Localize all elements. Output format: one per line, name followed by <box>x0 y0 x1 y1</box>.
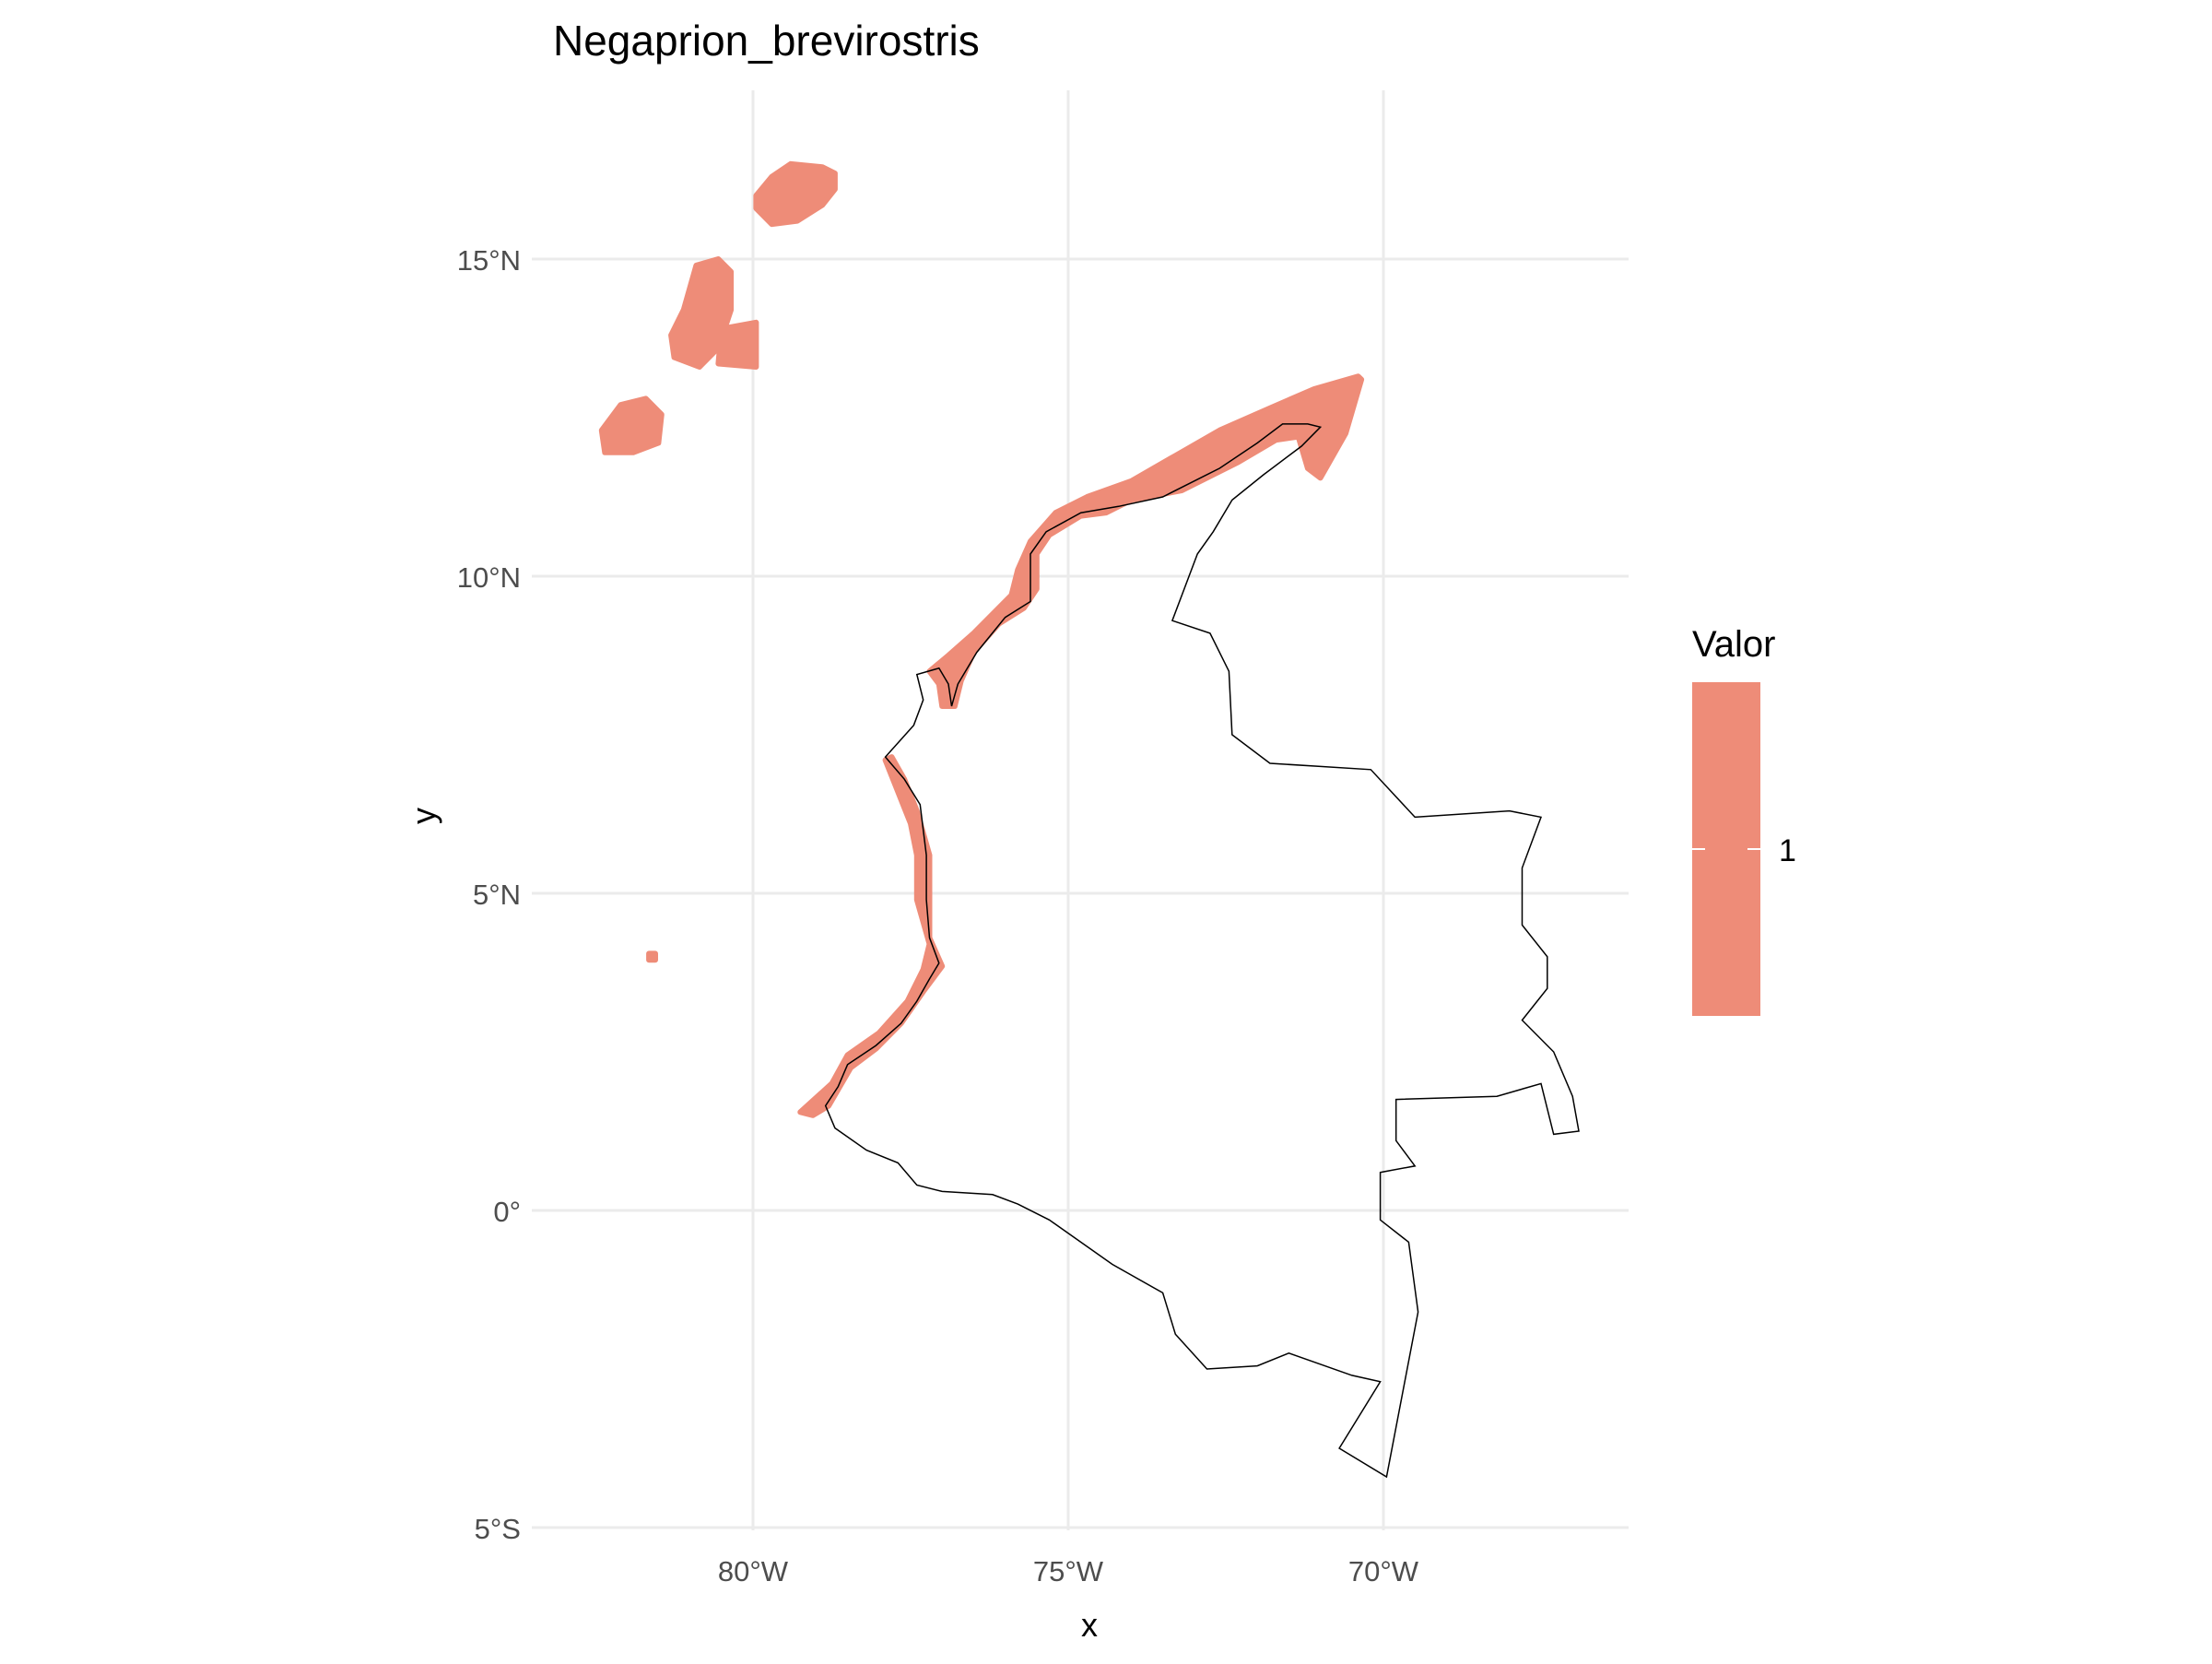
range-region-san-andres-north <box>753 160 838 228</box>
range-region-caribbean-coast <box>926 373 1365 709</box>
x-tick-label-0: 80°W <box>718 1555 789 1587</box>
legend-title: Valor <box>1692 624 1775 665</box>
y-tick-label-1: 10°N <box>457 561 521 594</box>
y-tick-label-3: 0° <box>493 1196 521 1228</box>
range-region-malpelo <box>646 950 658 963</box>
x-tick-label-1: 75°W <box>1033 1555 1104 1587</box>
range-region-pacific-coast <box>797 754 946 1118</box>
x-tick-label-2: 70°W <box>1348 1555 1419 1587</box>
legend-label: 1 <box>1779 833 1796 868</box>
plot-title: Negaprion_brevirostris <box>553 17 980 65</box>
y-tick-labels: 15°N 10°N 5°N 0° 5°S <box>457 244 521 1545</box>
x-tick-labels: 80°W 75°W 70°W <box>718 1555 1419 1587</box>
y-axis-title: y <box>405 808 442 824</box>
range-region-san-andres-side <box>715 319 759 370</box>
x-axis-title: x <box>1081 1606 1098 1644</box>
y-tick-label-0: 15°N <box>457 244 521 277</box>
legend: Valor 1 <box>1692 624 1796 1016</box>
range-region-san-andres-south <box>598 395 665 455</box>
y-tick-label-2: 5°N <box>473 879 521 911</box>
country-border <box>824 423 1580 1479</box>
range-regions <box>598 160 1365 1118</box>
y-tick-label-4: 5°S <box>475 1513 521 1545</box>
